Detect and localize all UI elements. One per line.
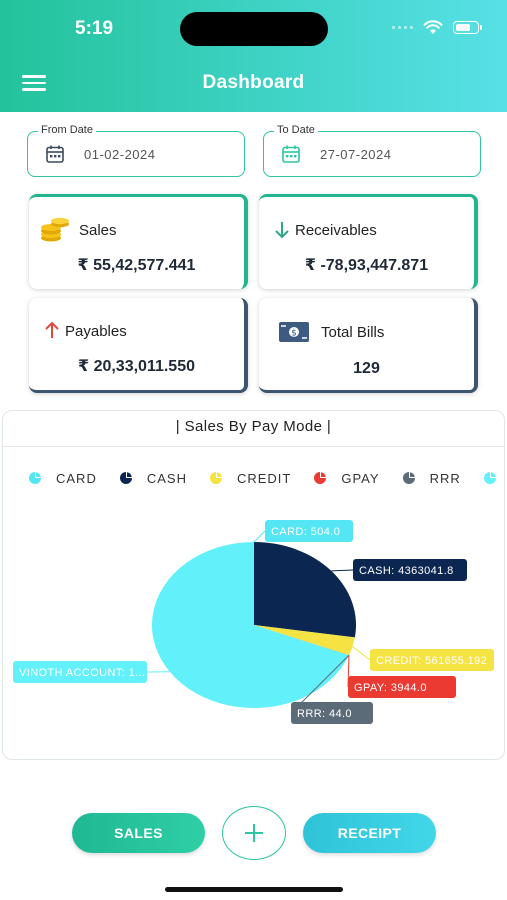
dynamic-island: [180, 12, 328, 46]
pie-legend-icon: [402, 472, 415, 484]
legend-item-gpay[interactable]: GPAY: [313, 471, 379, 486]
wifi-icon: [423, 20, 443, 34]
divider: [2, 446, 505, 447]
pie-data-label-box: [353, 559, 467, 581]
pie-data-label: CARD: 504.0: [271, 526, 340, 538]
pie-data-label: CASH: 4363041.8: [359, 565, 454, 577]
sales-label: Sales: [79, 222, 117, 239]
total-bills-card[interactable]: $ Total Bills 129: [259, 298, 478, 393]
chart-title: | Sales By Pay Mode |: [175, 418, 332, 435]
pie-legend-icon: [314, 472, 327, 484]
chart-legend: CARD CASH CREDIT GPAY RRR: [28, 469, 507, 487]
pie-leader-line: [352, 646, 371, 661]
total-bills-amount: 129: [353, 360, 380, 377]
calendar-icon: [46, 145, 64, 163]
pie-data-label: RRR: 44.0: [297, 708, 352, 720]
legend-label: RRR: [429, 470, 461, 486]
pie-data-label-box: [348, 676, 456, 698]
legend-label: CREDIT: [236, 470, 292, 486]
legend-label: CASH: [146, 470, 187, 486]
status-time: 5:19: [75, 18, 114, 39]
home-indicator: [165, 887, 343, 892]
coins-icon: [41, 217, 69, 242]
pie-slice-vinoth-account[interactable]: [151, 542, 349, 708]
pie-slice-gpay[interactable]: [254, 625, 350, 656]
signal-icon: [392, 26, 413, 29]
sales-card[interactable]: Sales ₹ 55,42,577.441: [29, 194, 248, 289]
pie-legend-icon: [119, 472, 132, 484]
page-title: Dashboard: [202, 72, 305, 93]
pie-chart: CARD: 504.0 CASH: 4363041.8 CREDIT: 561655…: [13, 520, 494, 724]
hamburger-icon[interactable]: [22, 75, 46, 93]
pie-data-label: CREDIT: 561655.192: [376, 655, 487, 667]
pie-slice-credit[interactable]: [254, 625, 355, 656]
payables-label: Payables: [65, 323, 127, 340]
pie-data-label: VINOTH ACCOUNT: 1...: [19, 667, 146, 679]
legend-item-credit[interactable]: CREDIT: [209, 471, 291, 486]
pie-data-label-box: [13, 661, 147, 683]
pie-legend-icon: [209, 472, 222, 484]
pie-slice-cash[interactable]: [254, 542, 356, 638]
pie-legend-icon: [29, 472, 41, 484]
to-date-value: 27-07-2024: [320, 147, 392, 162]
from-date-field[interactable]: From Date 01-02-2024: [27, 124, 245, 177]
receipt-button[interactable]: RECEIPT: [303, 813, 436, 853]
sales-button[interactable]: SALES: [72, 813, 205, 853]
to-date-label: To Date: [274, 124, 318, 136]
legend-item-card[interactable]: CARD: [28, 471, 97, 486]
pie-data-label-box: [265, 520, 353, 542]
legend-label: CARD: [56, 470, 97, 486]
from-date-label: From Date: [38, 124, 96, 136]
pie-leader-line: [331, 569, 354, 572]
pie-data-label-box: [291, 702, 373, 724]
total-bills-label: Total Bills: [321, 324, 385, 341]
pie-slice-rrr[interactable]: [254, 625, 349, 656]
arrow-down-icon: [275, 222, 289, 239]
battery-icon: [453, 21, 482, 34]
calendar-icon: [282, 145, 300, 163]
to-date-field[interactable]: To Date 27-07-2024: [263, 124, 481, 177]
legend-item-cash[interactable]: CASH: [119, 471, 187, 486]
receivables-label: Receivables: [295, 222, 377, 239]
legend-label: GPAY: [341, 470, 380, 486]
receivables-amount: ₹ -78,93,447.871: [304, 257, 429, 274]
plus-icon[interactable]: [222, 806, 286, 860]
receivables-card[interactable]: Receivables ₹ -78,93,447.871: [259, 194, 478, 289]
money-exchange-icon: $: [279, 322, 309, 342]
pie-data-label: GPAY: 3944.0: [354, 682, 427, 694]
svg-text:$: $: [291, 329, 297, 339]
payables-amount: ₹ 20,33,011.550: [77, 358, 195, 375]
from-date-value: 01-02-2024: [84, 147, 156, 162]
app-header: 5:19 Dashboard: [0, 0, 507, 112]
payables-card[interactable]: Payables ₹ 20,33,011.550: [29, 298, 248, 393]
pie-leader-line: [253, 530, 266, 543]
status-icons: [392, 20, 482, 35]
pie-data-label-box: [370, 649, 494, 671]
legend-item-rrr[interactable]: RRR: [402, 471, 461, 486]
legend-overflow-icon: [483, 472, 496, 484]
arrow-up-icon: [45, 321, 59, 338]
sales-amount: ₹ 55,42,577.441: [77, 257, 196, 274]
